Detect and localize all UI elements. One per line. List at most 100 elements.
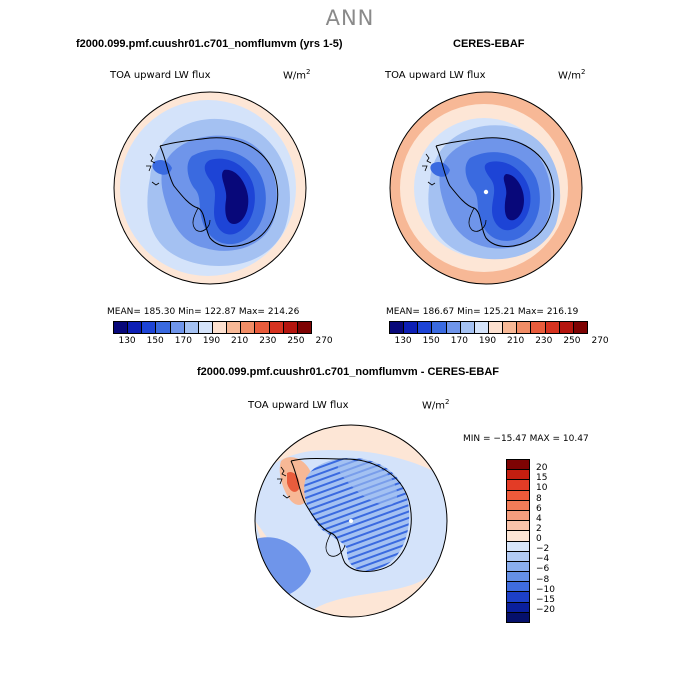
colorbar-tick-label: 150 [422, 336, 440, 346]
obs-ross-ice-shelf [468, 207, 487, 232]
diff-polar-map [254, 424, 448, 618]
colorbar-swatch [390, 322, 405, 333]
colorbar-swatch [507, 582, 529, 593]
colorbar-swatch [507, 592, 529, 603]
colorbar-tick-label: 150 [146, 336, 164, 346]
diff-south-america-tip [277, 466, 291, 499]
colorbar-swatch [507, 500, 529, 511]
diff-stats: MIN = −15.47 MAX = 10.47 [463, 434, 589, 444]
colorbar-tick-label: −4 [536, 554, 550, 565]
colorbar-swatch [507, 551, 529, 562]
colorbar-swatch [227, 322, 242, 333]
obs-variable-label: TOA upward LW flux [385, 70, 486, 81]
colorbar-tick-label: 210 [507, 336, 525, 346]
colorbar-tick-label: 0 [536, 534, 542, 544]
obs-stats: MEAN= 186.67 Min= 125.21 Max= 216.19 [386, 307, 579, 317]
figure-title: ANN [325, 6, 375, 30]
colorbar-swatch [573, 322, 587, 333]
colorbar-swatch [507, 510, 529, 522]
colorbar-swatch [255, 322, 270, 333]
colorbar-swatch [297, 322, 311, 333]
colorbar-swatch [156, 322, 171, 333]
obs-units-label: W/m2 [558, 68, 586, 82]
model-map-border [113, 91, 307, 285]
model-units-label: W/m2 [283, 68, 311, 82]
colorbar-tick-label: 4 [536, 513, 542, 524]
colorbar-swatch [507, 612, 529, 622]
model-panel-title: f2000.099.pmf.cuushr01.c701_nomflumvm (y… [76, 38, 343, 50]
colorbar-swatch [531, 322, 546, 333]
obs-polar-map [389, 91, 583, 285]
colorbar-tick-label: 250 [287, 336, 305, 346]
colorbar-tick-label: 6 [536, 503, 542, 514]
model-peninsula [152, 160, 172, 175]
colorbar-swatch [517, 322, 532, 333]
diff-ross-ice-shelf [325, 532, 346, 557]
colorbar-tick-label: 170 [174, 336, 192, 346]
colorbar-swatch [474, 322, 489, 333]
diff-panel-title: f2000.099.pmf.cuushr01.c701_nomflumvm - … [197, 366, 499, 378]
colorbar-tick-label: 20 [536, 463, 548, 474]
colorbar-swatch [545, 322, 560, 333]
colorbar-swatch [507, 572, 529, 583]
colorbar-tick-label: 190 [478, 336, 497, 346]
obs-panel-title: CERES-EBAF [453, 38, 525, 50]
model-polar-map [113, 91, 307, 285]
obs-pole-marker [483, 189, 489, 195]
model-ross-ice-shelf [192, 207, 211, 232]
model-south-america-tip [146, 153, 160, 186]
diff-variable-label: TOA upward LW flux [248, 400, 349, 411]
colorbar-swatch [488, 322, 504, 333]
diff-coastline [290, 458, 412, 572]
model-coastline [159, 137, 279, 247]
colorbar-swatch [507, 480, 529, 491]
colorbar-swatch [170, 322, 185, 333]
colorbar-tick-label: −20 [536, 604, 555, 615]
obs-south-america-tip [422, 153, 436, 186]
colorbar-tick-label: −2 [536, 544, 550, 555]
colorbar-tick-label: 15 [536, 473, 548, 484]
colorbar-swatch [559, 322, 574, 333]
colorbar-swatch [241, 322, 256, 333]
colorbar-tick-label: −10 [536, 584, 555, 595]
colorbar-swatch [283, 322, 298, 333]
colorbar-tick-label: 10 [536, 483, 548, 494]
colorbar-swatch [507, 531, 529, 542]
obs-map-border [389, 91, 583, 285]
diff-map-border [254, 424, 448, 618]
obs-plateau-core [503, 174, 524, 221]
colorbar-swatch [432, 322, 447, 333]
colorbar-tick-label: 210 [231, 336, 249, 346]
colorbar-swatch [460, 322, 475, 333]
colorbar-swatch [503, 322, 518, 333]
colorbar-swatch [128, 322, 143, 333]
diff-units-label: W/m2 [422, 398, 450, 412]
colorbar-swatch [418, 322, 433, 333]
colorbar-swatch [507, 490, 529, 501]
colorbar-swatch [114, 322, 129, 333]
colorbar-swatch [404, 322, 419, 333]
colorbar-tick-label: 230 [259, 336, 277, 346]
colorbar-tick-label: 8 [536, 493, 542, 504]
colorbar-tick-label: −6 [536, 564, 550, 575]
colorbar-swatch [507, 602, 529, 613]
diff-pole-marker [349, 519, 353, 523]
colorbar-tick-label: 190 [202, 336, 221, 346]
colorbar-swatch [507, 460, 529, 471]
colorbar-swatch [507, 541, 529, 552]
colorbar-tick-label: −8 [536, 574, 550, 585]
colorbar-swatch [507, 561, 529, 573]
colorbar-tick-label: 130 [394, 336, 412, 346]
colorbar-tick-label: 270 [591, 336, 609, 346]
obs-coastline [435, 137, 555, 247]
colorbar-swatch [507, 470, 529, 481]
colorbar-tick-label: −15 [536, 594, 555, 605]
diff-east-antarctic-mild [337, 461, 398, 506]
colorbar-swatch [507, 521, 529, 532]
colorbar-tick-label: 230 [535, 336, 553, 346]
colorbar-tick-label: 270 [315, 336, 333, 346]
model-stats: MEAN= 185.30 Min= 122.87 Max= 214.26 [107, 307, 300, 317]
colorbar-swatch [198, 322, 213, 333]
diff-colorbar [506, 459, 530, 623]
model-plateau-core [222, 169, 249, 224]
